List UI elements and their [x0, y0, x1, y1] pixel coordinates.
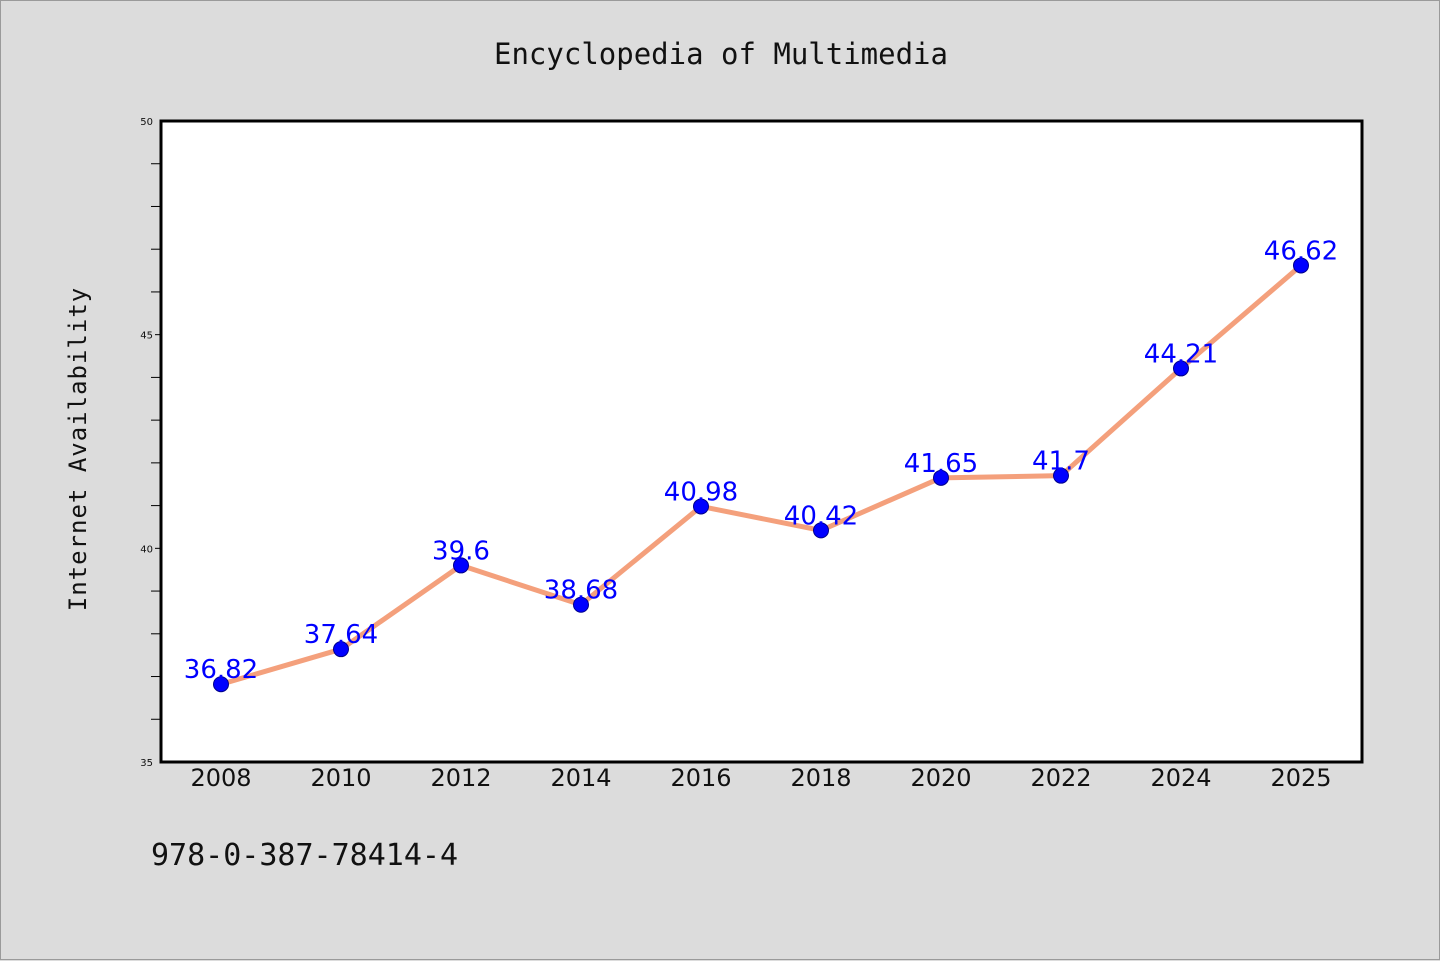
x-tick-label: 2024	[1150, 764, 1211, 792]
y-tick-label: 45	[140, 331, 153, 342]
x-tick-label: 2010	[310, 764, 371, 792]
data-point	[333, 641, 349, 658]
data-point	[1053, 467, 1069, 484]
series-line	[218, 262, 1304, 687]
x-tick-label: 2022	[1030, 764, 1091, 792]
data-point	[933, 469, 949, 486]
data-point	[213, 676, 229, 693]
x-tick-label: 2014	[550, 764, 611, 792]
data-label: 38.68	[544, 576, 618, 606]
isbn-footer: 978-0-387-78414-4	[151, 838, 458, 873]
data-point	[1173, 360, 1189, 377]
x-tick-label: 2008	[190, 764, 251, 792]
data-point	[453, 557, 469, 574]
data-label: 44.21	[1144, 339, 1218, 369]
x-tick-label: 2025	[1270, 764, 1331, 792]
data-label: 39.6	[432, 536, 490, 566]
data-point	[813, 522, 829, 539]
y-tick-label: 35	[140, 758, 153, 769]
data-label: 37.64	[304, 620, 378, 650]
y-tick-label: 50	[140, 117, 153, 128]
x-axis-ticks: 2008 2010 2012 2014 2016 2018 2020 2022 2024 2025	[190, 764, 1331, 792]
chart-title: Encyclopedia of Multimedia	[494, 37, 948, 71]
y-tick-label: 40	[140, 544, 153, 555]
data-point	[573, 596, 589, 613]
data-labels: 36.82 37.64 39.6 38.68 40.98 40.42 41.65 41.7 44…	[184, 236, 1338, 685]
data-point	[693, 498, 709, 515]
data-label: 40.98	[664, 477, 738, 507]
x-tick-label: 2012	[430, 764, 491, 792]
data-label: 41.7	[1032, 447, 1090, 477]
x-tick-label: 2020	[910, 764, 971, 792]
data-label: 40.42	[784, 501, 858, 531]
series-line-group	[218, 262, 1304, 687]
data-label: 36.82	[184, 655, 258, 685]
x-tick-label: 2018	[790, 764, 851, 792]
y-axis-ticks: 35 40 45 50	[140, 117, 161, 769]
y-axis-label: Internet Availability	[64, 287, 92, 611]
data-point	[1293, 257, 1309, 274]
series-markers	[213, 257, 1309, 693]
data-label: 46.62	[1264, 236, 1338, 266]
x-tick-label: 2016	[670, 764, 731, 792]
plot-area	[159, 119, 1364, 764]
data-label: 41.65	[904, 449, 978, 479]
